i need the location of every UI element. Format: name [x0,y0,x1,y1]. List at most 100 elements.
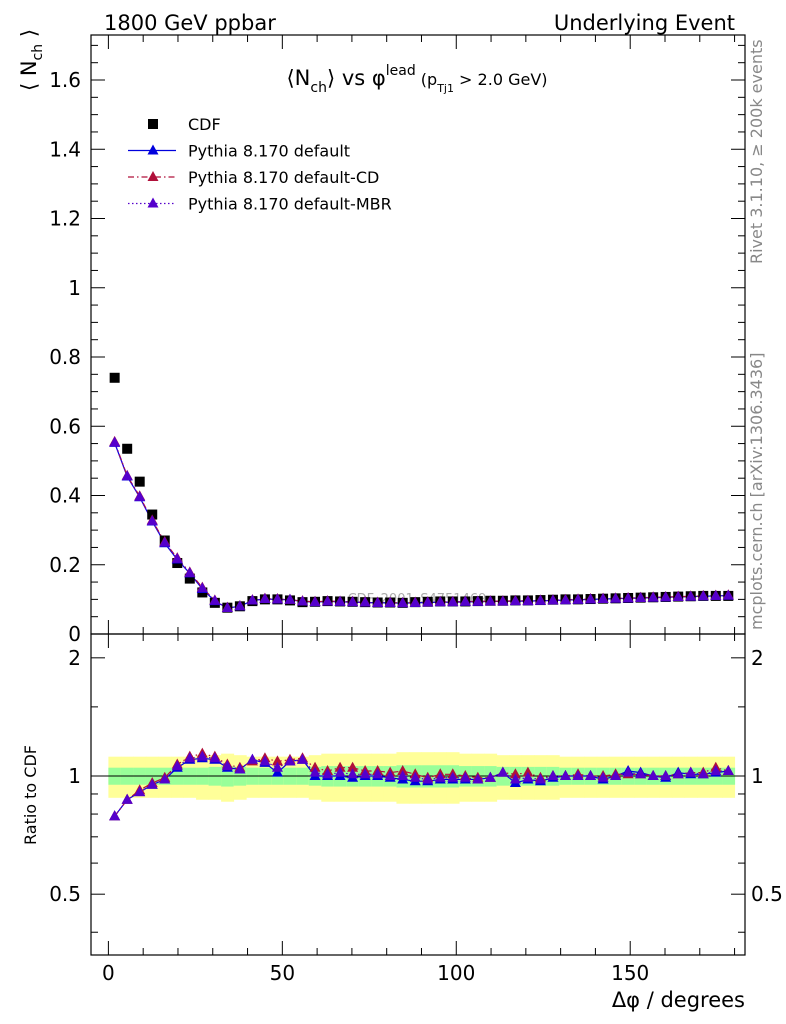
pythia-point-series-3 [522,595,534,606]
ratio-point-series-2 [372,768,384,779]
pythia-point-series-3 [134,490,146,501]
main-line-series-1 [114,442,729,609]
ratio-point-series-2 [572,770,584,781]
ratio-point-series-2 [322,768,334,779]
main-panel: 0 0.2 0.4 0.6 0.8 1 1.2 1.4 1.6 [49,35,745,646]
legend-label-3: Pythia 8.170 default-MBR [188,195,392,214]
ratio-point-series-1 [397,764,409,775]
ratio-point-series-2 [647,770,659,781]
ratio-point-series-2 [559,770,571,781]
ratio-point-series-2 [284,755,296,766]
cdf-point [134,476,145,487]
ratio-point-series-2 [184,752,196,763]
ratio-ytick-label-right: 2 [751,646,764,670]
ratio-point-series-2 [547,770,559,781]
main-y-axis-label: ⟨ Nch ⟩ [17,29,46,91]
main-ytick-label: 0.4 [49,484,81,508]
ratio-point-series-2 [334,766,346,777]
pythia-point-series-3 [359,596,371,607]
legend-marker-3 [147,197,159,208]
ratio-point-series-2 [509,773,521,784]
ratio-point-series-2 [347,768,359,779]
ratio-point-series-2 [109,810,121,821]
ratio-point-series-2 [234,763,246,774]
rivet-label: Rivet 3.1.10, ≥ 200k events [747,39,766,264]
ratio-point-series-1 [522,766,534,777]
ratio-point-series-2 [622,766,634,777]
pythia-point-series-3 [572,593,584,604]
ratio-point-series-2 [259,755,271,766]
ratio-point-series-2 [534,773,546,784]
ratio-point-series-2 [597,771,609,782]
pythia-point-series-3 [597,593,609,604]
ratio-ytick-label-right: 1 [751,764,764,788]
pythia-point-series-3 [697,590,709,601]
pythia-point-series-3 [372,596,384,607]
ratio-point-series-2 [459,771,471,782]
pythia-point-series-3 [271,593,283,604]
pythia-point-series-3 [159,536,171,547]
pythia-point-series-3 [221,602,233,613]
pythia-point-series-3 [322,595,334,606]
legend-marker-2 [147,171,159,181]
pythia-point-series-3 [234,600,246,611]
mcplots-label: mcplots.cern.ch [arXiv:1306.3436] [747,353,766,630]
pythia-point-series-3 [384,596,396,607]
ratio-ytick-label: 2 [68,646,81,670]
pythia-point-series-3 [121,470,133,481]
ratio-point-series-2 [697,768,709,779]
pythia-point-series-3 [297,595,309,606]
pythia-point-series-3 [497,595,509,606]
ylabel-part-2: ⟩ [17,29,41,44]
legend-label-0: CDF [188,115,221,134]
pythia-point-series-3 [610,592,622,603]
ratio-point-series-1 [347,761,359,772]
pythia-point-series-3 [685,590,697,601]
ratio-point-series-2 [271,761,283,772]
main-ytick-label: 1.6 [49,68,81,92]
ratio-y-axis-label: Ratio to CDF [21,745,40,845]
ratio-point-series-2 [685,766,697,777]
title-part-5: Tj1 [436,82,454,95]
ratio-ytick-label: 0.5 [49,882,81,906]
header-right: Underlying Event [554,11,735,35]
main-ytick-label: 1.2 [49,207,81,231]
pythia-point-series-3 [635,591,647,602]
pythia-point-series-3 [409,596,421,607]
ratio-point-series-2 [722,764,734,775]
ratio-xtick-label: 150 [611,961,649,985]
pythia-point-series-3 [722,589,734,600]
legend: CDF Pythia 8.170 default Pythia 8.170 defa… [128,115,392,214]
ratio-point-series-1 [509,768,521,779]
header-left: 1800 GeV ppbar [104,11,276,35]
ratio-point-series-1 [271,755,283,766]
ratio-point-series-2 [585,770,597,781]
pythia-point-series-3 [347,596,359,607]
ratio-xtick-label: 100 [437,961,475,985]
main-ytick-label: 0.2 [49,553,81,577]
main-line-series-3 [114,442,729,609]
pythia-point-series-3 [109,436,121,447]
pythia-point-series-3 [459,595,471,606]
pythia-point-series-3 [209,594,221,605]
pythia-point-series-3 [171,552,183,563]
legend-label-1: Pythia 8.170 default [188,142,350,161]
ratio-point-series-2 [472,773,484,784]
pythia-point-series-3 [422,596,434,607]
ratio-panel: 0 50 100 150 0.5 0.5 1 1 2 2 [49,634,783,985]
ratio-point-series-2 [159,773,171,784]
ratio-xtick-label: 50 [270,961,295,985]
pythia-point-series-3 [559,594,571,605]
ratio-point-series-2 [497,766,509,777]
title-part-4: (p [416,70,437,89]
pythia-point-series-3 [146,515,158,526]
ylabel-part-1: ch [30,44,46,61]
x-axis-label: Δφ / degrees [612,988,745,1012]
pythia-point-series-3 [647,591,659,602]
pythia-point-series-3 [284,593,296,604]
legend-marker-cdf [148,119,158,129]
ratio-point-series-2 [397,770,409,781]
ratio-point-series-2 [447,771,459,782]
ratio-point-series-2 [196,750,208,761]
title-part-6: > 2.0 GeV) [454,70,548,89]
